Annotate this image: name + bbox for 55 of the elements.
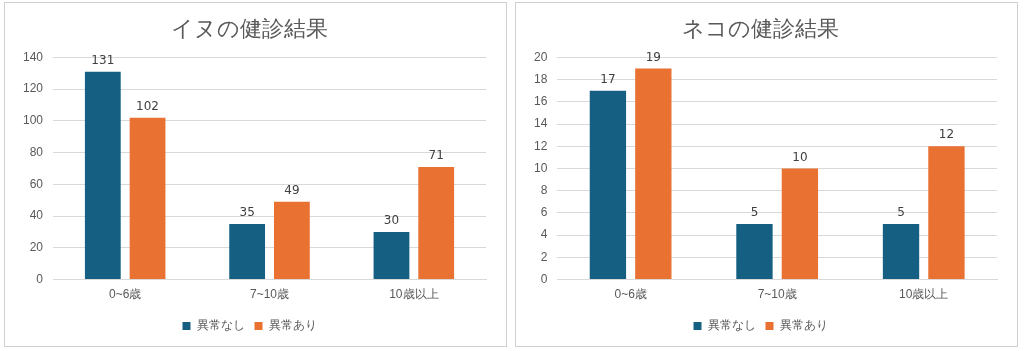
y-tick-label: 14 bbox=[533, 116, 548, 131]
y-tick-label: 16 bbox=[533, 94, 548, 109]
data-label: 5 bbox=[897, 205, 905, 220]
y-tick-label: 18 bbox=[533, 71, 548, 86]
y-tick-label: 100 bbox=[22, 113, 44, 128]
data-label: 10 bbox=[792, 149, 808, 164]
y-tick-label: 12 bbox=[533, 138, 548, 153]
x-tick-label: 0~6歳 bbox=[109, 287, 142, 302]
y-tick-label: 0 bbox=[36, 271, 44, 286]
bar bbox=[129, 117, 166, 280]
y-tick-label: 40 bbox=[29, 208, 44, 223]
legend-label: 異常なし bbox=[707, 318, 756, 333]
data-label: 131 bbox=[91, 52, 115, 67]
x-tick-label: 7~10歳 bbox=[757, 287, 797, 302]
y-tick-label: 8 bbox=[540, 183, 548, 198]
data-label: 71 bbox=[428, 148, 444, 163]
bar bbox=[373, 231, 410, 280]
bar bbox=[736, 224, 773, 280]
y-tick-label: 140 bbox=[22, 49, 44, 64]
y-tick-label: 0 bbox=[540, 271, 548, 286]
y-tick-label: 80 bbox=[29, 144, 44, 159]
chart-title: イヌの健診結果 bbox=[171, 15, 328, 41]
data-label: 35 bbox=[239, 205, 255, 220]
bar bbox=[229, 224, 266, 280]
data-label: 30 bbox=[383, 213, 400, 228]
x-tick-label: 0~6歳 bbox=[614, 287, 647, 302]
y-tick-label: 120 bbox=[22, 81, 44, 96]
bar bbox=[589, 90, 627, 280]
y-tick-label: 60 bbox=[29, 176, 44, 191]
data-label: 12 bbox=[938, 127, 955, 142]
y-tick-label: 10 bbox=[533, 160, 548, 175]
data-label: 49 bbox=[284, 182, 300, 197]
data-label: 17 bbox=[600, 71, 616, 86]
data-label: 102 bbox=[136, 98, 160, 113]
bar bbox=[882, 224, 920, 280]
bar bbox=[84, 71, 121, 280]
y-tick-label: 4 bbox=[540, 227, 548, 242]
legend-label: 異常なし bbox=[196, 318, 245, 333]
bar bbox=[635, 68, 672, 280]
chart-title: ネコの健診結果 bbox=[682, 15, 839, 41]
bar bbox=[928, 146, 965, 280]
bar bbox=[273, 201, 310, 280]
y-tick-label: 2 bbox=[540, 249, 548, 264]
bar bbox=[781, 168, 819, 280]
y-tick-label: 20 bbox=[533, 49, 548, 64]
legend-label: 異常あり bbox=[268, 318, 317, 333]
x-tick-label: 10歳以上 bbox=[899, 287, 949, 302]
legend-label: 異常あり bbox=[779, 318, 828, 333]
data-label: 19 bbox=[645, 49, 661, 64]
x-tick-label: 7~10歳 bbox=[250, 287, 290, 302]
x-tick-label: 10歳以上 bbox=[389, 287, 439, 302]
bar bbox=[418, 166, 455, 280]
data-label: 5 bbox=[750, 205, 759, 220]
y-tick-label: 6 bbox=[540, 205, 548, 220]
y-tick-label: 20 bbox=[29, 240, 44, 255]
